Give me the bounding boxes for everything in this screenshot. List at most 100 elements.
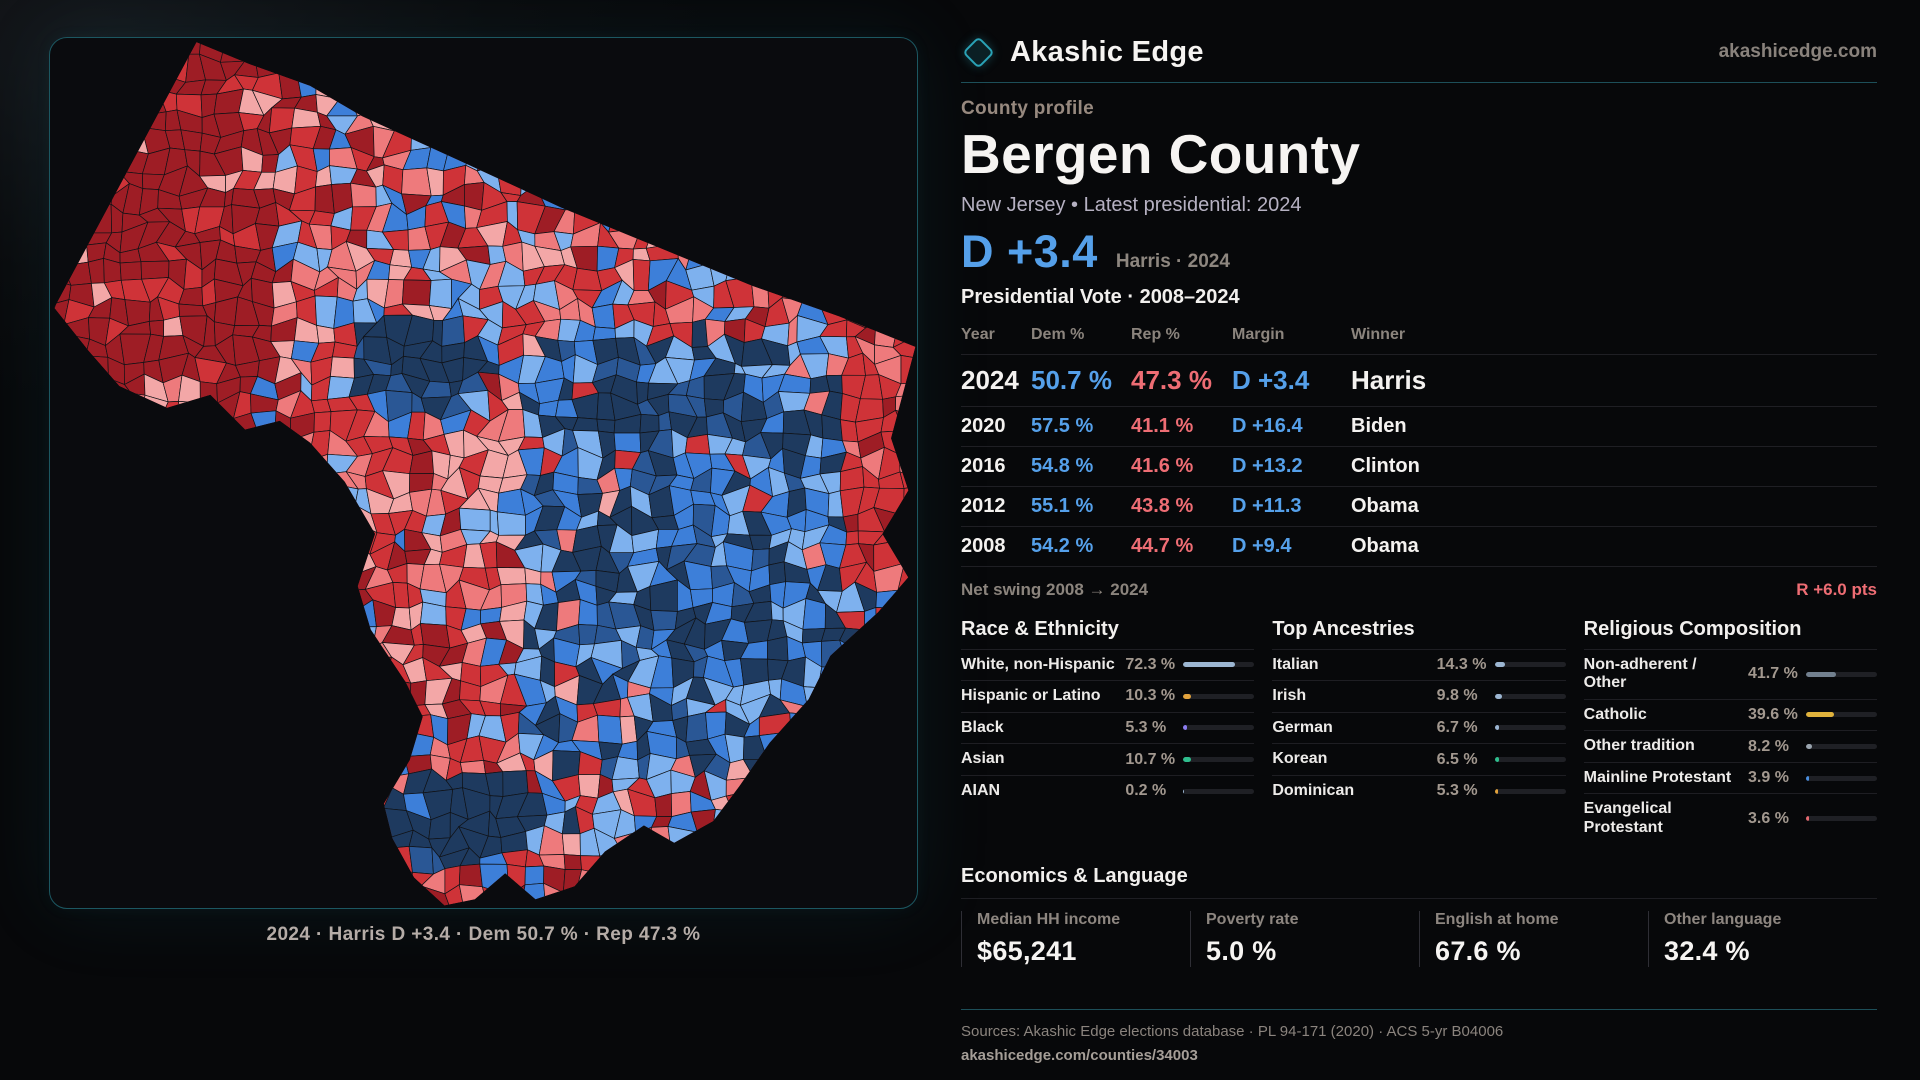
headline-margin-note: Harris · 2024 xyxy=(1115,250,1230,272)
demo-column-title: Race & Ethnicity xyxy=(961,617,1119,640)
demo-bar-fill xyxy=(1494,725,1500,731)
demo-row: Mainline Protestant 3.9 % xyxy=(1583,761,1877,794)
demo-bar-fill xyxy=(1806,744,1812,749)
demo-label: Other tradition xyxy=(1583,737,1695,755)
demo-label: Korean xyxy=(1272,750,1328,768)
demo-row: Other tradition 8.2 % xyxy=(1583,730,1877,762)
county-map-panel xyxy=(49,37,918,909)
vote-table: Year Dem % Rep % Margin Winner 2024 50.7 % 47.… xyxy=(961,317,1877,567)
stat-value: 32.4 % xyxy=(1664,936,1750,967)
demo-label: Catholic xyxy=(1583,705,1647,723)
footer-divider xyxy=(961,1009,1877,1011)
vote-cell-winner: Obama xyxy=(1351,494,1419,517)
demo-value: 41.7 % xyxy=(1748,665,1798,683)
vote-row: 2024 50.7 % 47.3 % D +3.4 Harris xyxy=(961,353,1877,406)
stat-card: Median HH income $65,241 xyxy=(961,911,1190,968)
headline-margin-block: D +3.4 Harris · 2024 xyxy=(961,229,1877,274)
sources-text: Sources: Akashic Edge elections database… xyxy=(961,1023,1504,1041)
vote-cell-year: 2012 xyxy=(961,494,1006,517)
demo-bar-track xyxy=(1806,671,1877,677)
stat-value: $65,241 xyxy=(977,936,1077,967)
demo-value: 3.6 % xyxy=(1748,809,1789,827)
demo-value: 72.3 % xyxy=(1125,655,1176,673)
demographics-section: Race & Ethnicity White, non-Hispanic 72.3 … xyxy=(961,618,1877,844)
demo-label: Hispanic or Latino xyxy=(961,687,1101,705)
economics-stats: Median HH income $65,241 Poverty rate 5.0 %… xyxy=(961,911,1877,968)
demo-bar-fill xyxy=(1494,693,1502,699)
county-profile-card: Akashic Edge akashicedge.com County prof… xyxy=(961,30,1877,1064)
net-swing-value: R +6.0 pts xyxy=(1796,579,1877,599)
site-link[interactable]: akashicedge.com xyxy=(1718,41,1877,62)
vote-cell-dem: 50.7 % xyxy=(1031,364,1112,395)
demo-bar-track xyxy=(1494,757,1566,762)
page-title: Bergen County xyxy=(961,123,1361,185)
vote-cell-year: 2008 xyxy=(961,534,1006,557)
demo-row: Dominican 5.3 % xyxy=(1272,774,1566,807)
demo-column: Religious Composition Non-adherent / Othe… xyxy=(1583,617,1877,844)
vote-cell-margin: D +13.2 xyxy=(1232,454,1303,477)
economics-divider xyxy=(961,898,1877,900)
vote-cell-rep: 41.6 % xyxy=(1131,454,1194,477)
header: Akashic Edge akashicedge.com xyxy=(961,30,1877,74)
vote-column-header: Dem % xyxy=(1031,325,1085,343)
vote-row: 2020 57.5 % 41.1 % D +16.4 Biden xyxy=(961,405,1877,446)
demo-bar-fill xyxy=(1183,757,1191,762)
demo-row: Evangelical Protestant 3.6 % xyxy=(1583,793,1877,843)
demo-bar-track xyxy=(1806,816,1877,822)
vote-cell-year: 2024 xyxy=(961,364,1019,395)
demo-value: 39.6 % xyxy=(1748,705,1798,723)
precinct-choropleth-map xyxy=(54,42,916,906)
vote-cell-rep: 43.8 % xyxy=(1131,494,1194,517)
eyebrow-label: County profile xyxy=(961,98,1094,119)
demo-row: Non-adherent / Other 41.7 % xyxy=(1583,648,1877,699)
vote-column-header: Winner xyxy=(1351,325,1406,343)
demo-bar-track xyxy=(1806,775,1877,781)
demo-row: Catholic 39.6 % xyxy=(1583,698,1877,731)
vote-row: 2012 55.1 % 43.8 % D +11.3 Obama xyxy=(961,485,1877,526)
demo-value: 5.3 % xyxy=(1436,782,1478,800)
permalink[interactable]: akashicedge.com/counties/34003 xyxy=(961,1047,1198,1065)
demo-bar-track xyxy=(1183,757,1255,762)
stat-value: 67.6 % xyxy=(1435,936,1521,967)
vote-cell-dem: 54.8 % xyxy=(1031,454,1094,477)
vote-cell-rep: 47.3 % xyxy=(1131,364,1212,395)
demo-label: Evangelical Protestant xyxy=(1583,800,1672,836)
demo-label: Dominican xyxy=(1272,781,1355,799)
demo-column-title: Religious Composition xyxy=(1583,617,1802,640)
header-divider xyxy=(961,82,1877,83)
vote-cell-year: 2020 xyxy=(961,414,1006,437)
demo-value: 6.7 % xyxy=(1436,718,1478,736)
demo-bar-track xyxy=(1183,725,1255,731)
demo-bar-track xyxy=(1183,693,1255,699)
vote-row: 2016 54.8 % 41.6 % D +13.2 Clinton xyxy=(961,445,1877,486)
demo-bar-track xyxy=(1494,725,1566,731)
demo-bar-track xyxy=(1494,662,1566,668)
demo-row: Hispanic or Latino 10.3 % xyxy=(961,680,1255,712)
demo-bar-track xyxy=(1806,744,1877,749)
vote-column-header: Margin xyxy=(1232,325,1285,343)
demo-label: Irish xyxy=(1272,687,1307,705)
demo-label: White, non-Hispanic xyxy=(961,655,1115,673)
demo-row: Italian 14.3 % xyxy=(1272,648,1566,681)
demo-label: Asian xyxy=(961,750,1005,768)
vote-column-header: Rep % xyxy=(1131,325,1180,343)
demo-label: German xyxy=(1272,718,1333,736)
demo-value: 5.3 % xyxy=(1125,718,1167,736)
demo-row: AIAN 0.2 % xyxy=(961,774,1255,807)
demo-row: Black 5.3 % xyxy=(961,711,1255,744)
vote-cell-winner: Obama xyxy=(1351,534,1419,557)
vote-cell-margin: D +11.3 xyxy=(1232,494,1302,517)
stat-label: Poverty rate xyxy=(1206,911,1299,929)
demo-label: Italian xyxy=(1272,655,1319,673)
vote-cell-rep: 44.7 % xyxy=(1131,534,1194,557)
footer: Sources: Akashic Edge elections database… xyxy=(961,1009,1877,1064)
demo-bar-fill xyxy=(1806,816,1809,822)
vote-cell-winner: Clinton xyxy=(1351,454,1420,477)
economics-title: Economics & Language xyxy=(961,865,1188,888)
vote-table-header: Year Dem % Rep % Margin Winner xyxy=(961,317,1877,354)
demo-bar-track xyxy=(1494,693,1566,699)
demo-value: 8.2 % xyxy=(1748,737,1789,755)
vote-row: 2008 54.2 % 44.7 % D +9.4 Obama xyxy=(961,525,1877,566)
stat-card: Poverty rate 5.0 % xyxy=(1190,911,1419,968)
vote-cell-winner: Biden xyxy=(1351,414,1407,437)
